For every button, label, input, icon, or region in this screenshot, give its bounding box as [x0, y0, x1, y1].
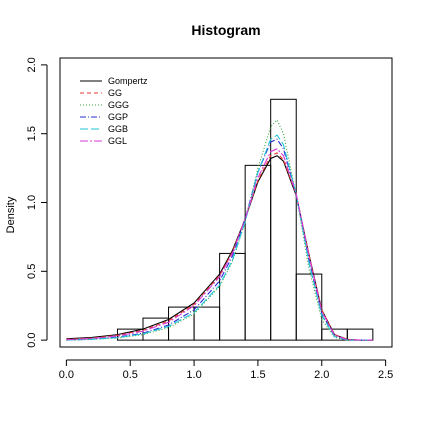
y-axis: 0.0 0.5 1.0 1.5 2.0	[26, 57, 48, 348]
histogram-bar	[346, 328, 374, 341]
histogram-bar	[244, 164, 272, 341]
x-axis: 0.0 0.5 1.0 1.5 2.0 2.5	[59, 359, 393, 381]
histogram-bar	[270, 98, 297, 341]
legend-label-ggg: GGG	[108, 100, 129, 110]
histogram-bar	[193, 306, 221, 341]
x-tick-label: 1.0	[186, 369, 201, 381]
x-tick-label: 2.0	[314, 369, 329, 381]
x-tick-label: 2.5	[378, 369, 393, 381]
y-tick-label: 0.5	[26, 264, 38, 279]
x-tick-label: 0.5	[123, 369, 138, 381]
curve-ggl	[66, 148, 373, 341]
y-tick-label: 1.0	[26, 195, 38, 210]
legend-label-ggl: GGL	[108, 136, 127, 146]
density-curves	[66, 118, 373, 341]
legend-label-gompertz: Gompertz	[108, 76, 148, 86]
histogram-bars	[116, 98, 374, 341]
x-tick-label: 0.0	[59, 369, 74, 381]
y-tick-label: 1.5	[26, 126, 38, 141]
chart-title: Histogram	[191, 22, 260, 38]
curve-ggg	[66, 118, 373, 341]
legend-label-ggp: GGP	[108, 112, 128, 122]
y-tick-label: 0.0	[26, 332, 38, 347]
y-tick-label: 2.0	[26, 57, 38, 72]
legend-label-ggb: GGB	[108, 124, 128, 134]
legend-label-gg: GG	[108, 88, 122, 98]
y-axis-label: Density	[5, 196, 17, 233]
histogram-bar	[295, 273, 323, 341]
plot-frame	[59, 57, 393, 348]
x-tick-label: 1.5	[250, 369, 265, 381]
curve-ggb	[66, 134, 373, 341]
